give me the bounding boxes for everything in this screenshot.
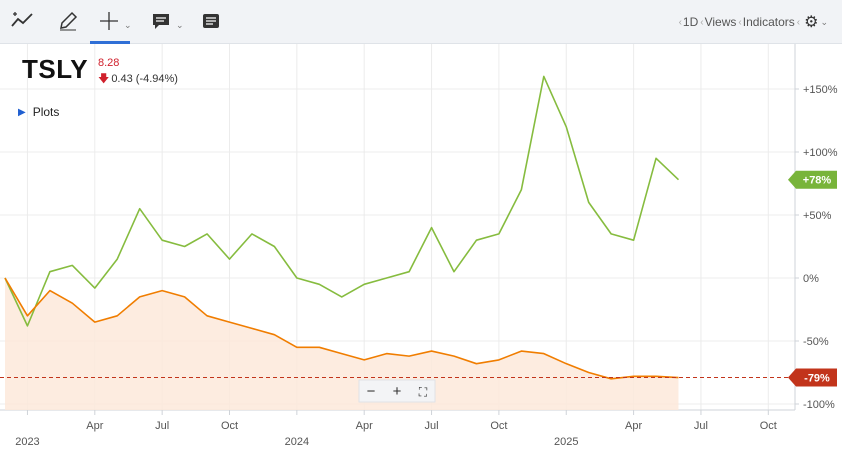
zoom-controls-bg [358,379,436,403]
chevron-left-icon: ‹ [678,16,682,28]
zoom-out-button[interactable]: − [367,383,376,400]
line-chart-icon [10,10,36,32]
draw-button[interactable] [56,6,80,36]
news-icon [200,10,222,32]
down-arrow-icon: 🡇 [98,73,110,85]
chevron-down-icon: ⌄ [124,19,132,30]
pencil-icon [56,10,80,32]
badge-label: +78% [803,175,832,187]
badge-shape [788,368,837,387]
crosshair-icon [98,10,120,32]
x-tick-label: Jul [425,420,439,432]
year-tick-label: 2023 [15,436,39,448]
views-menu[interactable]: Views [704,15,737,29]
last-price: 8.28 [98,57,120,69]
zoom-controls: − + ⛶ [358,379,436,403]
indicators-menu[interactable]: Indicators [742,15,795,29]
gear-icon[interactable]: ⚙ [804,14,819,31]
active-tool-indicator [90,41,130,44]
fit-screen-button[interactable]: ⛶ [418,385,428,399]
chart-type-button[interactable] [10,6,36,36]
y-tick-label: 0% [803,273,819,285]
chevron-left-icon: ‹ [796,16,801,28]
y-tick-label: -50% [803,336,829,348]
toolbar-right: ‹ 1D ‹ Views ‹ Indicators ‹ ⚙ ⌄ [677,0,828,44]
orange-area-fill [5,278,679,410]
x-tick-label: Apr [625,420,642,432]
comments-button[interactable]: ⌄ [150,6,184,36]
x-tick-label: Apr [356,420,373,432]
ticker-symbol: TSLY [22,54,89,84]
y-tick-label: +50% [803,210,832,222]
green-series-line [4,75,680,327]
y-axis: +150% +100% +50% 0% -50% -100% [795,84,838,411]
chart-toolbar: ⌄ ⌄ ‹ 1D ‹ Views ‹ Indicators ‹ ⚙ ⌄ [0,0,842,44]
year-tick-label: 2024 [285,436,309,448]
plots-toggle[interactable]: ▶ Plots [18,105,59,119]
price-change-value: 0.43 (-4.94%) [111,73,178,85]
green-last-value-badge: +78% [788,170,837,189]
x-tick-label: Oct [760,420,777,432]
y-tick-label: +100% [803,147,838,159]
orange-series-line [4,277,679,380]
zoom-in-button[interactable]: + [393,383,402,400]
x-axis: Apr Jul Oct Apr Jul Oct Apr Jul Oct 2023 2024 2025 [15,410,777,448]
x-tick-label: Oct [490,420,507,432]
badge-shape [788,170,837,189]
orange-last-value-badge: -79% [788,368,837,387]
chevron-down-icon: ⌄ [820,16,828,27]
chevron-left-icon: ‹ [738,16,742,28]
y-tick-label: -100% [803,399,835,411]
crosshair-button[interactable]: ⌄ [98,6,132,36]
triangle-right-icon: ▶ [18,106,26,118]
chevron-down-icon: ⌄ [176,19,184,30]
x-tick-label: Oct [221,420,238,432]
plots-label: Plots [32,105,60,119]
series-layer [0,75,795,410]
x-tick-label: Jul [694,420,708,432]
interval-selector[interactable]: 1D [682,15,699,29]
y-tick-label: +150% [803,84,838,96]
x-tick-label: Apr [86,420,103,432]
comment-icon [150,10,172,32]
x-tick-label: Jul [155,420,169,432]
chevron-left-icon: ‹ [700,16,704,28]
badge-label: -79% [804,373,830,385]
year-tick-label: 2025 [554,436,578,448]
news-button[interactable] [200,6,222,36]
price-change: 🡇 0.43 (-4.94%) [98,70,178,89]
last-value-badges: +78% -79% [788,170,837,387]
